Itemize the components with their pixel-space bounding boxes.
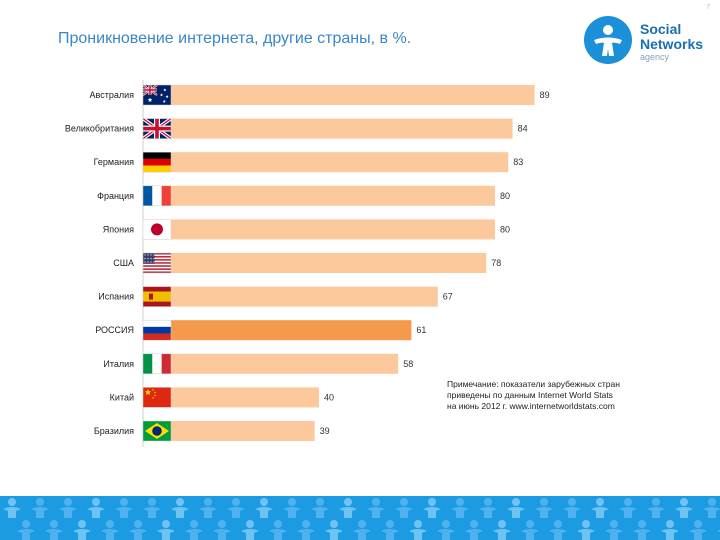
- page-number: 7: [706, 4, 710, 11]
- logo-word-agency: agency: [640, 52, 670, 62]
- japan-flag: [142, 219, 172, 240]
- bar-germany: [143, 152, 509, 173]
- bar-italy: [143, 353, 399, 374]
- logo-word-social: Social: [640, 21, 682, 37]
- logo-word-networks: Networks: [640, 36, 704, 52]
- value-label-usa: 78: [491, 258, 501, 268]
- penetration-bar-chart: Австралия Великобритания Германия Франция Яп…: [65, 80, 550, 447]
- category-label-usa: США: [113, 258, 134, 268]
- bar-china: [143, 387, 319, 408]
- category-label-china: Китай: [110, 392, 134, 402]
- value-label-spain: 67: [443, 292, 453, 302]
- bar-spain: [143, 286, 438, 307]
- germany-flag: [142, 151, 172, 173]
- value-label-japan: 80: [500, 224, 510, 234]
- source-note: Примечание: показатели зарубежных стран …: [447, 379, 620, 411]
- bar-brazil: [143, 421, 315, 441]
- italy-flag: [142, 353, 172, 375]
- category-label-australia: Австралия: [90, 90, 135, 100]
- category-label-russia: РОССИЯ: [95, 325, 134, 335]
- bar-japan: [143, 219, 495, 240]
- category-label-japan: Япония: [103, 224, 134, 234]
- category-label-italy: Италия: [103, 359, 134, 369]
- value-label-brazil: 39: [320, 426, 330, 436]
- value-label-germany: 83: [513, 157, 523, 167]
- category-label-france: Франция: [97, 191, 134, 201]
- bar-usa: [143, 253, 487, 273]
- usa-flag: [142, 252, 172, 274]
- category-label-germany: Германия: [94, 157, 134, 167]
- category-label-uk: Великобритания: [65, 124, 134, 134]
- value-label-uk: 84: [518, 124, 528, 134]
- russia-flag: [142, 319, 172, 341]
- value-label-australia: 89: [540, 90, 550, 100]
- value-label-china: 40: [324, 392, 334, 402]
- australia-flag: [142, 84, 172, 106]
- bar-france: [143, 185, 495, 206]
- spain-flag: [142, 286, 172, 307]
- uk-flag: [141, 117, 173, 141]
- slide-title: Проникновение интернета, другие страны, …: [58, 30, 412, 47]
- category-label-brazil: Бразилия: [94, 426, 134, 436]
- value-label-france: 80: [500, 191, 510, 201]
- value-label-italy: 58: [403, 359, 413, 369]
- bar-uk: [143, 118, 513, 139]
- china-flag: [142, 387, 172, 408]
- brazil-flag: [142, 420, 172, 442]
- bar-australia: [143, 85, 535, 105]
- footer-band: [0, 496, 720, 540]
- bar-russia: [143, 320, 412, 341]
- value-label-russia: 61: [416, 325, 426, 335]
- social-networks-logo: Social Networks agency: [584, 16, 714, 64]
- logo-person-icon: [584, 16, 632, 64]
- category-label-spain: Испания: [98, 292, 134, 302]
- france-flag: [142, 185, 172, 207]
